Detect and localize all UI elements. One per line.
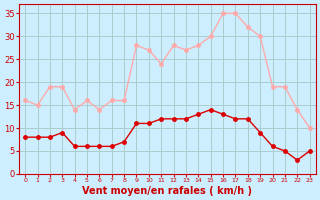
X-axis label: Vent moyen/en rafales ( km/h ): Vent moyen/en rafales ( km/h ) [82, 186, 252, 196]
